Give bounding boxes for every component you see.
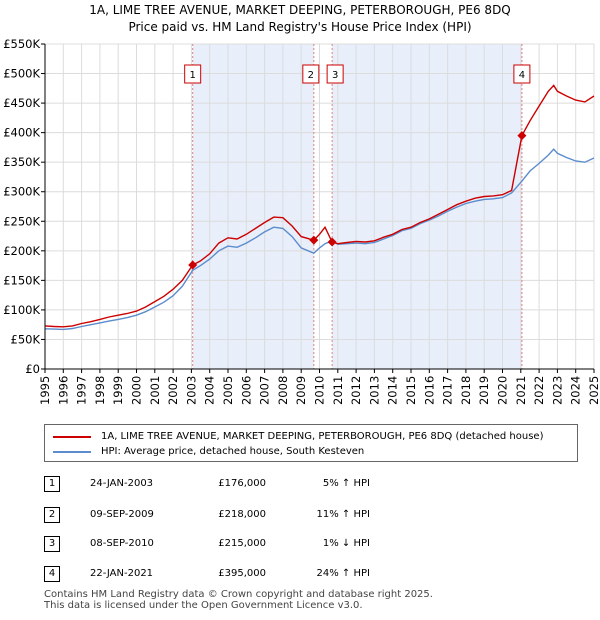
attribution-line1: Contains HM Land Registry data © Crown c… <box>44 589 433 600</box>
sale-point <box>309 235 319 245</box>
sale-price: £176,000 <box>218 478 266 489</box>
sale-date: 22-JAN-2021 <box>90 568 154 579</box>
attribution-footer: Contains HM Land Registry data © Crown c… <box>44 589 433 611</box>
sale-marker-label: 4 <box>519 70 525 81</box>
legend-label-property: 1A, LIME TREE AVENUE, MARKET DEEPING, PE… <box>101 431 544 442</box>
x-tick-label: 2007 <box>258 376 272 405</box>
y-tick-label: £400K <box>3 126 40 140</box>
chart-title-line2: Price paid vs. HM Land Registry's House … <box>128 20 472 34</box>
sale-marker-box <box>326 64 344 84</box>
attribution-line2: This data is licensed under the Open Gov… <box>44 600 363 611</box>
sale-number-badge: 3 <box>44 536 60 552</box>
x-tick-label: 2021 <box>514 376 528 405</box>
sale-marker-box <box>513 64 531 84</box>
legend-swatch-hpi <box>53 451 91 453</box>
table-row: 4 22-JAN-2021 £395,000 24% ↑ HPI <box>0 566 600 584</box>
sale-hpi-change: 1% ↓ HPI <box>322 538 370 549</box>
hpi-series-line <box>44 148 595 331</box>
x-tick-label: 2000 <box>130 376 144 405</box>
table-row: 2 09-SEP-2009 £218,000 11% ↑ HPI <box>0 507 600 525</box>
property-series-line <box>44 84 595 328</box>
x-tick-label: 1995 <box>38 376 52 405</box>
x-tick-label: 2009 <box>294 376 308 405</box>
x-tick-label: 2015 <box>404 376 418 405</box>
sale-number-badge: 2 <box>44 507 60 523</box>
x-tick-label: 2025 <box>587 376 600 405</box>
x-tick-label: 1999 <box>111 376 125 405</box>
y-tick-label: £200K <box>3 244 40 258</box>
sale-price: £395,000 <box>218 568 266 579</box>
x-tick-label: 2023 <box>550 376 564 405</box>
table-row: 3 08-SEP-2010 £215,000 1% ↓ HPI <box>0 536 600 554</box>
price-chart: 1 2 3 4 £0 £50K £100K £150K £200K £250K £300K £350… <box>3 37 600 405</box>
x-tick-label: 2001 <box>148 376 162 405</box>
y-tick-label: £250K <box>3 214 40 228</box>
x-tick-label: 2008 <box>276 376 290 405</box>
y-tick-label: £0 <box>25 362 40 376</box>
x-tick-label: 2011 <box>331 376 345 405</box>
ownership-shade <box>332 44 522 369</box>
sale-hpi-change: 24% ↑ HPI <box>316 568 370 579</box>
x-tick-label: 1996 <box>56 376 70 405</box>
x-tick-label: 2022 <box>532 376 546 405</box>
x-tick-label: 2020 <box>496 376 510 405</box>
legend-swatch-property <box>53 436 91 438</box>
y-tick-label: £450K <box>3 96 40 110</box>
x-tick-label: 2024 <box>569 376 583 405</box>
sale-point <box>327 237 337 247</box>
x-tick-label: 2004 <box>203 376 217 405</box>
y-tick-label: £300K <box>3 185 40 199</box>
x-tick-label: 2005 <box>221 376 235 405</box>
y-tick-label: £50K <box>11 332 41 346</box>
sale-hpi-change: 5% ↑ HPI <box>322 478 370 489</box>
sale-marker-label: 3 <box>332 70 338 81</box>
x-tick-label: 2014 <box>386 376 400 405</box>
sale-price: £215,000 <box>218 538 266 549</box>
x-tick-label: 2003 <box>184 376 198 405</box>
sale-price: £218,000 <box>218 509 266 520</box>
sale-point <box>517 131 527 141</box>
sale-point <box>188 260 198 270</box>
x-tick-label: 1997 <box>75 376 89 405</box>
sale-date: 08-SEP-2010 <box>90 538 154 549</box>
x-tick-label: 2017 <box>441 376 455 405</box>
sale-hpi-change: 11% ↑ HPI <box>316 509 370 520</box>
y-tick-label: £350K <box>3 155 40 169</box>
sale-date: 09-SEP-2009 <box>90 509 154 520</box>
x-tick-label: 2006 <box>239 376 253 405</box>
sale-number-badge: 1 <box>44 476 60 492</box>
sale-marker-box <box>184 64 202 84</box>
y-tick-label: £500K <box>3 67 40 81</box>
sale-marker-label: 2 <box>308 70 314 81</box>
chart-title: 1A, LIME TREE AVENUE, MARKET DEEPING, PE… <box>0 2 600 36</box>
x-tick-label: 1998 <box>93 376 107 405</box>
x-tick-label: 2012 <box>349 376 363 405</box>
sale-marker-box <box>302 64 320 84</box>
sale-number-badge: 4 <box>44 566 60 582</box>
x-tick-label: 2019 <box>477 376 491 405</box>
sale-date: 24-JAN-2003 <box>90 478 154 489</box>
y-tick-label: £550K <box>3 37 40 51</box>
x-tick-label: 2010 <box>313 376 327 405</box>
x-tick-label: 2016 <box>422 376 436 405</box>
sale-marker-label: 1 <box>189 70 195 81</box>
chart-title-line1: 1A, LIME TREE AVENUE, MARKET DEEPING, PE… <box>89 3 511 17</box>
x-tick-label: 2018 <box>459 376 473 405</box>
x-tick-label: 2002 <box>166 376 180 405</box>
legend-label-hpi: HPI: Average price, detached house, Sout… <box>101 446 365 457</box>
y-tick-label: £150K <box>3 273 40 287</box>
ownership-shade <box>192 44 314 369</box>
table-row: 1 24-JAN-2003 £176,000 5% ↑ HPI <box>0 476 600 494</box>
x-tick-label: 2013 <box>367 376 381 405</box>
y-tick-label: £100K <box>3 303 40 317</box>
chart-legend: 1A, LIME TREE AVENUE, MARKET DEEPING, PE… <box>44 424 578 462</box>
